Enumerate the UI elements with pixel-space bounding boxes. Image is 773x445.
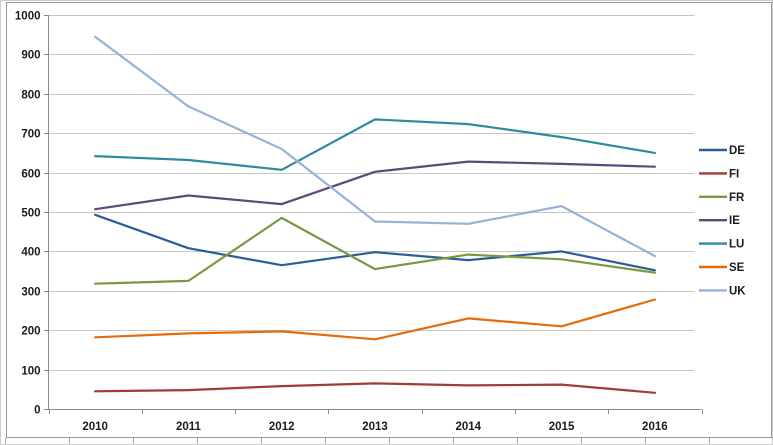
x-tick-label-2012: 2012	[269, 421, 295, 433]
x-tick-label-2015: 2015	[549, 421, 575, 433]
chart-frame	[6, 2, 772, 438]
x-tick-label-2016: 2016	[642, 421, 668, 433]
series-line-FI[interactable]	[93, 382, 657, 394]
series-line-LU[interactable]	[93, 118, 657, 171]
y-axis-labels: 0 100 200 300 400 500 600 700 800 900 1000	[15, 11, 41, 417]
x-tick-label-2013: 2013	[362, 421, 388, 433]
x-axis-ticks	[49, 409, 703, 414]
series-line-SE[interactable]	[93, 298, 657, 341]
x-tick-label-2011: 2011	[176, 421, 202, 433]
legend-label-DE: DE	[729, 145, 745, 157]
legend-item-SE[interactable]: SE	[699, 262, 745, 274]
y-tick-label: 0	[34, 405, 40, 417]
legend: DE FI FR IE LU SE UK	[699, 145, 746, 297]
series-line-FR[interactable]	[93, 216, 657, 285]
x-tick-label-2010: 2010	[82, 421, 108, 433]
y-tick-label: 600	[21, 169, 40, 181]
legend-item-FR[interactable]: FR	[699, 192, 745, 204]
y-tick-label: 300	[21, 287, 40, 299]
series-line-UK[interactable]	[93, 35, 657, 258]
legend-label-LU: LU	[729, 239, 744, 251]
y-tick-label: 100	[21, 366, 40, 378]
series-line-IE[interactable]	[93, 160, 657, 211]
x-tick-label-2014: 2014	[455, 421, 481, 433]
legend-label-FR: FR	[729, 192, 745, 204]
y-tick-label: 1000	[15, 11, 41, 23]
y-tick-label: 500	[21, 208, 40, 220]
y-tick-label: 400	[21, 247, 40, 259]
series-lines	[93, 35, 657, 394]
y-tick-label: 800	[21, 90, 40, 102]
legend-item-FI[interactable]: FI	[699, 168, 739, 180]
legend-item-IE[interactable]: IE	[699, 215, 740, 227]
x-axis-labels: 2010 2011 2012 2013 2014 2015 2016	[82, 421, 667, 433]
worksheet-edge-ticks	[5, 438, 710, 444]
legend-label-FI: FI	[729, 168, 739, 180]
y-tick-label: 200	[21, 326, 40, 338]
series-line-DE[interactable]	[93, 213, 657, 272]
legend-label-IE: IE	[729, 215, 740, 227]
legend-item-DE[interactable]: DE	[699, 145, 745, 157]
y-tick-label: 700	[21, 129, 40, 141]
legend-label-UK: UK	[729, 285, 746, 297]
legend-item-UK[interactable]: UK	[699, 285, 746, 297]
y-tick-label: 900	[21, 50, 40, 62]
legend-item-LU[interactable]: LU	[699, 239, 744, 251]
legend-label-SE: SE	[729, 262, 745, 274]
